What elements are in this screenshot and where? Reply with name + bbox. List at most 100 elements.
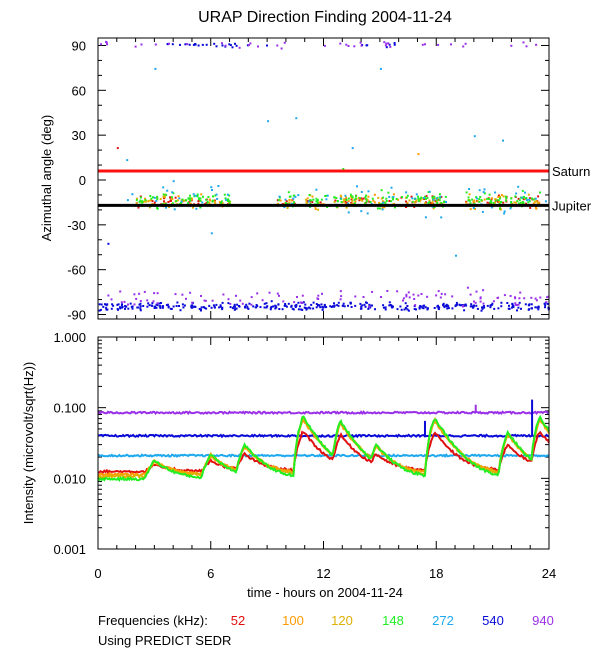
scatter-point-272khz bbox=[432, 198, 435, 201]
scatter-point-272khz bbox=[217, 185, 220, 187]
scatter-point-272khz bbox=[194, 194, 197, 197]
scatter-point-540khz bbox=[221, 301, 224, 304]
scatter-point-540khz bbox=[153, 306, 156, 309]
scatter-point-540khz bbox=[193, 305, 196, 308]
scatter-point-940khz bbox=[525, 45, 528, 48]
scatter-point-272khz bbox=[423, 197, 425, 199]
scatter-point-940khz bbox=[387, 42, 390, 45]
scatter-point-540khz bbox=[270, 305, 273, 308]
scatter-point-148khz bbox=[139, 199, 142, 202]
scatter-point-540khz bbox=[476, 307, 479, 310]
scatter-point-120khz bbox=[163, 202, 166, 205]
scatter-point-148khz bbox=[385, 197, 388, 200]
scatter-point-540khz bbox=[481, 306, 483, 309]
scatter-point-540khz bbox=[183, 304, 186, 307]
scatter-point-148khz bbox=[144, 198, 147, 201]
scatter-point-272khz bbox=[517, 185, 520, 188]
scatter-point-148khz bbox=[531, 197, 533, 200]
scatter-point-540khz bbox=[413, 308, 416, 310]
scatter-point-940khz bbox=[250, 303, 253, 306]
scatter-point-148khz bbox=[395, 198, 398, 200]
scatter-point-940khz bbox=[479, 300, 482, 303]
scatter-point-940khz bbox=[396, 290, 399, 293]
scatter-point-148khz bbox=[150, 197, 153, 200]
scatter-point-148khz bbox=[340, 201, 343, 204]
scatter-point-540khz bbox=[330, 306, 333, 308]
scatter-point-100khz bbox=[497, 195, 500, 198]
scatter-point-272khz bbox=[509, 207, 512, 210]
scatter-point-272khz bbox=[415, 193, 418, 196]
azimuth-y-tick-label: 30 bbox=[72, 128, 86, 143]
scatter-point-148khz bbox=[193, 195, 196, 198]
scatter-point-540khz bbox=[407, 309, 410, 312]
scatter-point-148khz bbox=[289, 195, 292, 198]
x-axis-label: time - hours on 2004-11-24 bbox=[247, 585, 403, 600]
scatter-point-940khz bbox=[353, 45, 356, 48]
scatter-point-540khz bbox=[315, 303, 318, 305]
scatter-point-272khz bbox=[131, 193, 134, 196]
scatter-point-272khz bbox=[381, 208, 384, 211]
scatter-point-940khz bbox=[301, 294, 304, 297]
scatter-outlier-272khz bbox=[455, 254, 457, 257]
scatter-point-940khz bbox=[451, 295, 454, 298]
scatter-point-540khz bbox=[98, 309, 101, 312]
scatter-point-540khz bbox=[110, 307, 113, 310]
scatter-point-540khz bbox=[229, 306, 232, 309]
scatter-point-940khz bbox=[106, 43, 109, 46]
frequency-legend-100khz: 100 bbox=[282, 613, 304, 628]
scatter-point-272khz bbox=[172, 180, 175, 183]
scatter-point-540khz bbox=[147, 302, 150, 305]
scatter-point-272khz bbox=[468, 188, 471, 190]
scatter-point-940khz bbox=[479, 297, 482, 300]
scatter-point-120khz bbox=[317, 208, 320, 211]
scatter-point-940khz bbox=[154, 43, 157, 46]
scatter-outlier-148khz bbox=[342, 168, 345, 170]
scatter-point-540khz bbox=[415, 308, 417, 311]
scatter-point-272khz bbox=[494, 191, 497, 194]
scatter-point-540khz bbox=[329, 305, 332, 308]
scatter-point-940khz bbox=[386, 290, 389, 292]
scatter-point-148khz bbox=[165, 193, 168, 196]
scatter-point-540khz bbox=[354, 304, 357, 307]
scatter-point-540khz bbox=[400, 308, 403, 311]
scatter-point-148khz bbox=[185, 199, 188, 202]
scatter-point-148khz bbox=[223, 193, 226, 196]
scatter-point-940khz bbox=[280, 47, 283, 50]
scatter-point-540khz bbox=[156, 304, 159, 307]
scatter-point-540khz bbox=[203, 306, 206, 309]
scatter-point-52khz bbox=[431, 195, 434, 198]
scatter-point-540khz bbox=[146, 305, 149, 308]
scatter-point-540khz bbox=[451, 307, 454, 310]
scatter-point-540khz bbox=[179, 43, 181, 46]
scatter-point-52khz bbox=[490, 198, 493, 201]
scatter-point-148khz bbox=[438, 193, 441, 196]
scatter-point-52khz bbox=[502, 201, 505, 204]
scatter-point-148khz bbox=[170, 196, 173, 199]
scatter-point-540khz bbox=[235, 44, 238, 47]
scatter-point-120khz bbox=[221, 202, 224, 205]
scatter-point-940khz bbox=[371, 290, 374, 293]
scatter-point-540khz bbox=[517, 306, 520, 309]
scatter-point-120khz bbox=[317, 201, 320, 204]
intensity-line-540khz bbox=[97, 433, 550, 439]
scatter-point-940khz bbox=[110, 298, 113, 301]
scatter-point-148khz bbox=[518, 199, 521, 202]
scatter-point-540khz bbox=[112, 304, 115, 307]
scatter-point-148khz bbox=[365, 194, 368, 197]
scatter-point-540khz bbox=[181, 303, 184, 306]
scatter-point-940khz bbox=[247, 44, 250, 46]
scatter-point-540khz bbox=[290, 304, 293, 307]
scatter-point-540khz bbox=[443, 306, 446, 309]
intensity-time-series bbox=[97, 399, 550, 483]
scatter-point-540khz bbox=[480, 309, 483, 312]
scatter-point-540khz bbox=[124, 305, 127, 308]
scatter-point-148khz bbox=[465, 191, 468, 194]
scatter-point-540khz bbox=[403, 308, 406, 311]
scatter-point-540khz bbox=[361, 304, 364, 307]
scatter-point-940khz bbox=[239, 299, 242, 302]
scatter-point-272khz bbox=[307, 200, 310, 203]
scatter-point-272khz bbox=[503, 212, 506, 215]
scatter-point-940khz bbox=[546, 296, 549, 299]
scatter-point-148khz bbox=[180, 201, 182, 204]
scatter-point-540khz bbox=[263, 302, 266, 305]
